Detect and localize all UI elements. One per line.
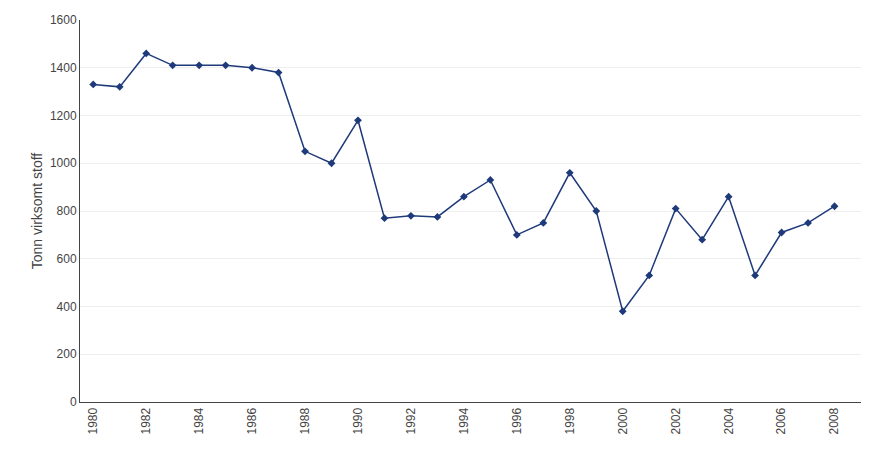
svg-text:1200: 1200	[50, 109, 77, 123]
svg-text:2008: 2008	[827, 407, 841, 434]
svg-text:2002: 2002	[669, 407, 683, 434]
svg-text:400: 400	[57, 300, 77, 314]
svg-text:2004: 2004	[722, 407, 736, 434]
svg-text:1600: 1600	[50, 13, 77, 27]
svg-text:1990: 1990	[351, 407, 365, 434]
svg-text:1992: 1992	[404, 407, 418, 434]
svg-text:800: 800	[57, 204, 77, 218]
svg-text:1400: 1400	[50, 61, 77, 75]
svg-text:1982: 1982	[139, 407, 153, 434]
svg-text:0: 0	[70, 395, 77, 409]
svg-text:2006: 2006	[774, 407, 788, 434]
svg-text:1996: 1996	[510, 407, 524, 434]
svg-text:1994: 1994	[457, 407, 471, 434]
svg-text:Tonn virksomt stoff: Tonn virksomt stoff	[29, 153, 45, 270]
svg-text:1988: 1988	[298, 407, 312, 434]
svg-text:200: 200	[57, 347, 77, 361]
svg-text:600: 600	[57, 252, 77, 266]
svg-text:1984: 1984	[192, 407, 206, 434]
svg-text:2000: 2000	[616, 407, 630, 434]
svg-text:1000: 1000	[50, 156, 77, 170]
svg-text:1986: 1986	[245, 407, 259, 434]
svg-text:1998: 1998	[563, 407, 577, 434]
svg-text:1980: 1980	[86, 407, 100, 434]
